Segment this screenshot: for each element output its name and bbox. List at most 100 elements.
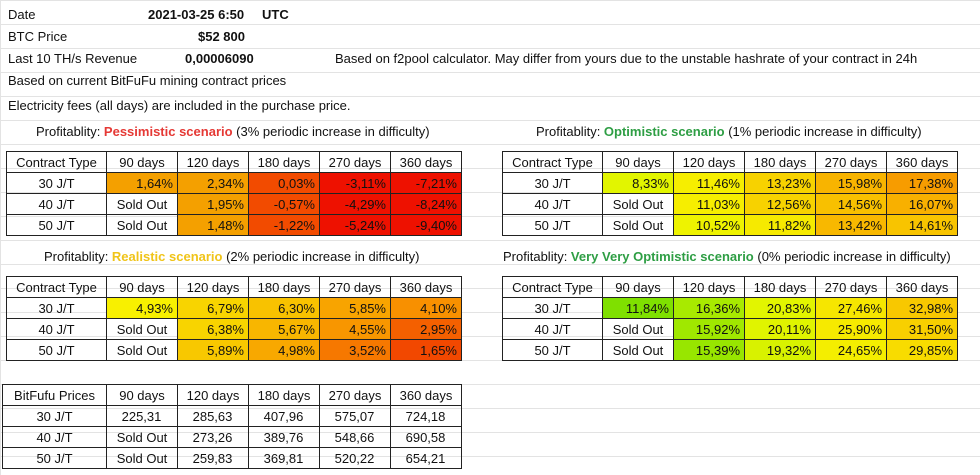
row-header-contract-type[interactable]: 40 J/T [502, 318, 603, 340]
value-cell[interactable]: 17,38% [886, 172, 958, 194]
value-cell[interactable]: 225,31 [106, 405, 178, 427]
column-header-days[interactable]: 120 days [177, 151, 249, 173]
value-cell[interactable]: 2,95% [390, 318, 462, 340]
value-cell[interactable]: 5,89% [177, 339, 249, 361]
column-header-days[interactable]: 90 days [106, 384, 178, 406]
value-cell[interactable]: 14,61% [886, 214, 958, 236]
value-cell[interactable]: 13,42% [815, 214, 887, 236]
value-cell[interactable]: 0,03% [248, 172, 320, 194]
column-header-days[interactable]: 90 days [602, 151, 674, 173]
value-cell[interactable]: 29,85% [886, 339, 958, 361]
value-cell[interactable]: 10,52% [673, 214, 745, 236]
value-cell[interactable]: -0,57% [248, 193, 320, 215]
value-cell[interactable]: 4,93% [106, 297, 178, 319]
value-cell[interactable]: 11,82% [744, 214, 816, 236]
value-cell[interactable]: 5,67% [248, 318, 320, 340]
row-header-contract-type[interactable]: 50 J/T [502, 339, 603, 361]
value-cell[interactable]: -7,21% [390, 172, 462, 194]
column-header-days[interactable]: 360 days [390, 276, 462, 298]
value-cell[interactable]: 11,84% [602, 297, 674, 319]
column-header-type[interactable]: Contract Type [6, 151, 107, 173]
value-cell[interactable]: 1,48% [177, 214, 249, 236]
value-cell[interactable]: 32,98% [886, 297, 958, 319]
value-cell[interactable]: 2,34% [177, 172, 249, 194]
column-header-days[interactable]: 90 days [106, 276, 178, 298]
row-header-contract-type[interactable]: 30 J/T [2, 405, 107, 427]
column-header-days[interactable]: 270 days [319, 151, 391, 173]
column-header-days[interactable]: 120 days [673, 151, 745, 173]
value-cell[interactable]: 259,83 [177, 447, 249, 469]
value-cell[interactable]: 690,58 [390, 426, 462, 448]
row-header-contract-type[interactable]: 50 J/T [6, 214, 107, 236]
column-header-days[interactable]: 270 days [319, 384, 391, 406]
column-header-type[interactable]: Contract Type [502, 151, 603, 173]
column-header-days[interactable]: 180 days [248, 151, 320, 173]
sold-out-cell[interactable]: Sold Out [106, 447, 178, 469]
column-header-days[interactable]: 180 days [248, 276, 320, 298]
value-cell[interactable]: 575,07 [319, 405, 391, 427]
value-cell[interactable]: 12,56% [744, 193, 816, 215]
column-header-days[interactable]: 360 days [390, 384, 462, 406]
value-cell[interactable]: 20,11% [744, 318, 816, 340]
value-cell[interactable]: 13,23% [744, 172, 816, 194]
value-cell[interactable]: 4,10% [390, 297, 462, 319]
value-cell[interactable]: 1,65% [390, 339, 462, 361]
value-cell[interactable]: 4,55% [319, 318, 391, 340]
row-header-contract-type[interactable]: 50 J/T [502, 214, 603, 236]
value-cell[interactable]: 724,18 [390, 405, 462, 427]
value-cell[interactable]: 8,33% [602, 172, 674, 194]
value-cell[interactable]: -1,22% [248, 214, 320, 236]
value-cell[interactable]: 4,98% [248, 339, 320, 361]
value-cell[interactable]: -4,29% [319, 193, 391, 215]
row-header-contract-type[interactable]: 30 J/T [6, 297, 107, 319]
date-value[interactable]: 2021-03-25 6:50 [148, 7, 245, 22]
column-header-days[interactable]: 180 days [744, 151, 816, 173]
value-cell[interactable]: 273,26 [177, 426, 249, 448]
value-cell[interactable]: 1,64% [106, 172, 178, 194]
value-cell[interactable]: -3,11% [319, 172, 391, 194]
value-cell[interactable]: 11,46% [673, 172, 745, 194]
row-header-contract-type[interactable]: 30 J/T [502, 172, 603, 194]
row-header-contract-type[interactable]: 50 J/T [2, 447, 107, 469]
value-cell[interactable]: -8,24% [390, 193, 462, 215]
value-cell[interactable]: 25,90% [815, 318, 887, 340]
value-cell[interactable]: -9,40% [390, 214, 462, 236]
value-cell[interactable]: 16,07% [886, 193, 958, 215]
sold-out-cell[interactable]: Sold Out [106, 214, 178, 236]
value-cell[interactable]: 20,83% [744, 297, 816, 319]
sold-out-cell[interactable]: Sold Out [106, 318, 178, 340]
row-header-contract-type[interactable]: 40 J/T [2, 426, 107, 448]
row-header-contract-type[interactable]: 30 J/T [502, 297, 603, 319]
column-header-type[interactable]: Contract Type [502, 276, 603, 298]
row-header-contract-type[interactable]: 40 J/T [502, 193, 603, 215]
column-header-days[interactable]: 120 days [673, 276, 745, 298]
row-header-contract-type[interactable]: 50 J/T [6, 339, 107, 361]
value-cell[interactable]: 389,76 [248, 426, 320, 448]
value-cell[interactable]: 31,50% [886, 318, 958, 340]
value-cell[interactable]: -5,24% [319, 214, 391, 236]
value-cell[interactable]: 654,21 [390, 447, 462, 469]
sold-out-cell[interactable]: Sold Out [602, 339, 674, 361]
value-cell[interactable]: 369,81 [248, 447, 320, 469]
column-header-days[interactable]: 90 days [602, 276, 674, 298]
column-header-days[interactable]: 120 days [177, 384, 249, 406]
value-cell[interactable]: 5,85% [319, 297, 391, 319]
column-header-days[interactable]: 180 days [248, 384, 320, 406]
row-header-contract-type[interactable]: 30 J/T [6, 172, 107, 194]
value-cell[interactable]: 24,65% [815, 339, 887, 361]
value-cell[interactable]: 16,36% [673, 297, 745, 319]
value-cell[interactable]: 11,03% [673, 193, 745, 215]
column-header-days[interactable]: 360 days [886, 276, 958, 298]
sold-out-cell[interactable]: Sold Out [602, 193, 674, 215]
column-header-days[interactable]: 270 days [815, 151, 887, 173]
value-cell[interactable]: 6,30% [248, 297, 320, 319]
btc-price-value[interactable]: $52 800 [198, 29, 245, 44]
column-header-type[interactable]: Contract Type [6, 276, 107, 298]
sold-out-cell[interactable]: Sold Out [106, 426, 178, 448]
column-header-days[interactable]: 360 days [390, 151, 462, 173]
value-cell[interactable]: 3,52% [319, 339, 391, 361]
sold-out-cell[interactable]: Sold Out [602, 318, 674, 340]
sold-out-cell[interactable]: Sold Out [106, 339, 178, 361]
value-cell[interactable]: 19,32% [744, 339, 816, 361]
column-header-days[interactable]: 270 days [319, 276, 391, 298]
